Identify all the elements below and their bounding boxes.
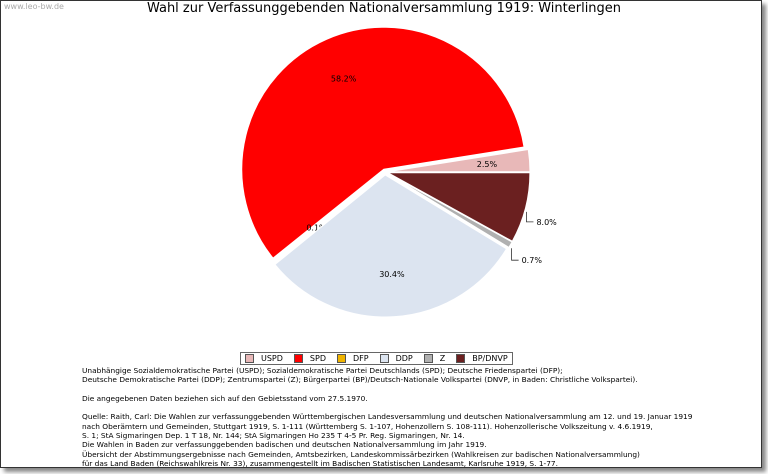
note-line: S. 1; StA Sigmaringen Dep. 1 T 18, Nr. 1… — [82, 431, 465, 441]
legend-swatch — [293, 354, 303, 363]
slice-label: 2.5% — [477, 160, 498, 169]
watermark: www.leo-bw.de — [4, 2, 64, 11]
note-line: Unabhängige Sozialdemokratische Partei (… — [82, 366, 563, 375]
chart-title: Wahl zur Verfassunggebenden Nationalvers… — [146, 1, 622, 16]
pie-slice-bpdnvp — [387, 172, 531, 242]
pie-slice-uspd — [387, 148, 531, 173]
legend-label: USPD — [261, 354, 283, 363]
legend-label: Z — [439, 354, 446, 363]
pie-slice-z — [387, 173, 513, 249]
legend-item: DFP — [336, 354, 369, 363]
notes: Unabhängige Sozialdemokratische Partei (… — [82, 366, 692, 468]
legend: USPD SPD DFP DDP Z BP/DNVP — [240, 352, 513, 365]
legend-item: DDP — [379, 354, 413, 363]
leader-line — [526, 211, 534, 223]
note-line: für das Land Baden (Reichswahlkreis Nr. … — [82, 458, 558, 468]
slice-label: 58.2% — [331, 75, 357, 84]
slice-label: 0.7% — [522, 256, 543, 265]
legend-label: DFP — [352, 354, 369, 363]
note-line — [82, 385, 692, 394]
legend-item: BP/DNVP — [456, 354, 508, 363]
legend-swatch — [456, 354, 466, 363]
slice-label: 8.0% — [536, 218, 557, 227]
note-line: Die angegebenen Daten beziehen sich auf … — [82, 393, 368, 403]
legend-swatch — [336, 354, 346, 363]
legend-item: Z — [423, 354, 446, 363]
note-line: Deutsche Demokratische Partei (DDP); Zen… — [82, 375, 638, 385]
legend-item: SPD — [293, 354, 326, 363]
pie-slice-spd — [241, 26, 525, 259]
pie-slice-ddp — [274, 174, 508, 318]
legend-swatch — [245, 354, 254, 363]
note-line: Die Wahlen in Baden zur verfassunggebend… — [82, 440, 487, 450]
note-line — [82, 403, 692, 412]
slice-label: 0.1% — [306, 223, 327, 232]
legend-label: DDP — [395, 354, 413, 363]
legend-label: SPD — [309, 354, 326, 363]
note-line: nach Oberämtern und Gemeinden, Stuttgart… — [82, 421, 653, 431]
pie-slice-dfp — [271, 173, 383, 265]
legend-label: BP/DNVP — [472, 354, 508, 363]
legend-item: USPD — [245, 354, 283, 363]
leader-line — [511, 248, 519, 261]
note-line: Quelle: Raith, Carl: Die Wahlen zur verf… — [82, 412, 693, 422]
legend-swatch — [423, 354, 433, 363]
note-line: Übersicht der Abstimmungsergebnisse nach… — [82, 449, 640, 459]
legend-swatch — [379, 354, 389, 363]
slice-label: 30.4% — [379, 270, 405, 279]
